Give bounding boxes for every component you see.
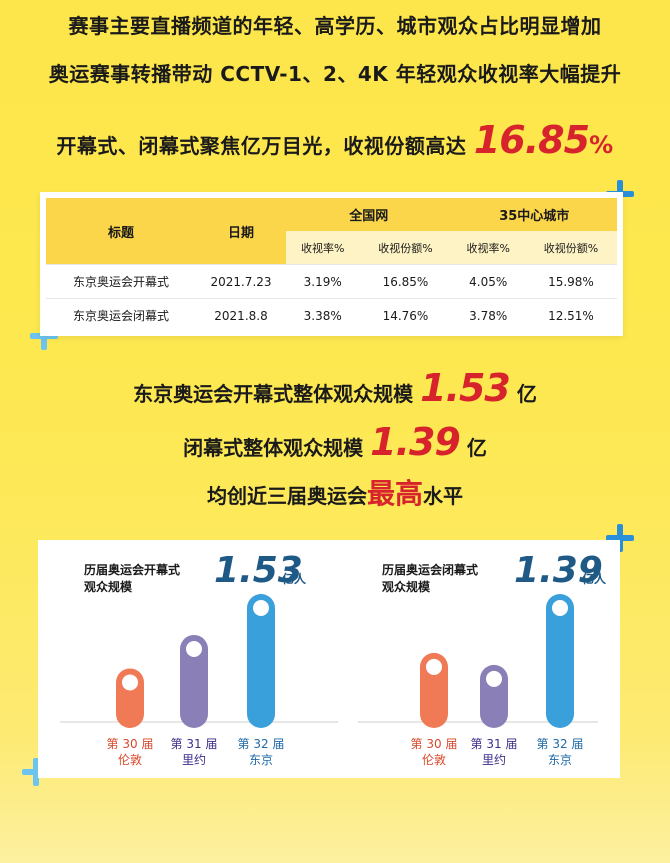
chart-category-edition: 第 31 届 xyxy=(470,737,518,751)
ratings-table: 标题 日期 全国网 35中心城市 收视率% 收视份额% 收视率% 收视份额% 东… xyxy=(46,198,617,332)
col-header-title: 标题 xyxy=(46,198,196,265)
chart-bar xyxy=(247,594,275,728)
sub-header-rating: 收视率% xyxy=(286,231,360,265)
sub-header-share: 收视份额% xyxy=(524,231,617,265)
chart-bar-knob xyxy=(426,658,442,675)
stat-record-post: 水平 xyxy=(423,484,463,508)
cell-date: 2021.7.23 xyxy=(196,264,286,299)
cell-date: 2021.8.8 xyxy=(196,298,286,332)
chart-category-label: 第 31 届里约 xyxy=(159,736,229,768)
cell-title: 东京奥运会开幕式 xyxy=(46,264,196,299)
cell-value: 3.19% xyxy=(286,264,360,299)
stat-closing-unit: 亿 xyxy=(466,436,487,460)
sub-header-rating: 收视率% xyxy=(451,231,525,265)
chart-category-label: 第 32 届东京 xyxy=(525,736,595,768)
stat-record-pre: 均创近三届奥运会 xyxy=(206,484,367,508)
chart-title-opening: 历届奥运会开幕式 观众规模 xyxy=(84,563,181,594)
chart-category-label: 第 30 届伦敦 xyxy=(399,736,469,768)
ratings-table-card: 标题 日期 全国网 35中心城市 收视率% 收视份额% 收视率% 收视份额% 东… xyxy=(40,192,623,336)
chart-bar xyxy=(480,664,508,728)
stat-closing-text: 闭幕式整体观众规模 xyxy=(183,436,364,460)
col-header-date: 日期 xyxy=(196,198,286,265)
chart-bar xyxy=(116,668,144,728)
chart-category-city: 伦敦 xyxy=(421,753,446,767)
chart-unit-closing: 亿人 xyxy=(582,572,607,586)
plus-icon xyxy=(606,524,634,552)
chart-category-edition: 第 31 届 xyxy=(170,737,218,751)
chart-peak-opening: 1.53 xyxy=(214,550,303,591)
headline-share-unit: % xyxy=(589,131,614,159)
chart-category-city: 东京 xyxy=(547,753,572,767)
sub-header-share: 收视份额% xyxy=(359,231,452,265)
audience-bar-charts xyxy=(60,594,598,728)
chart-category-label: 第 31 届里约 xyxy=(459,736,529,768)
chart-category-city: 里约 xyxy=(481,753,506,767)
chart-title-closing: 历届奥运会闭幕式 观众规模 xyxy=(382,563,479,594)
stat-opening-value: 1.53 xyxy=(420,366,511,410)
table-row: 东京奥运会闭幕式 2021.8.8 3.38% 14.76% 3.78% 12.… xyxy=(46,298,617,332)
chart-peak-closing: 1.39 xyxy=(514,550,603,591)
plus-icon xyxy=(22,758,50,786)
headline-young-audience: 赛事主要直播频道的年轻、高学历、城市观众占比明显增加 xyxy=(68,14,602,38)
cell-title: 东京奥运会闭幕式 xyxy=(46,298,196,332)
stat-opening-scale: 东京奥运会开幕式整体观众规模 1.53 亿 xyxy=(0,366,670,410)
chart-category-edition: 第 30 届 xyxy=(410,737,458,751)
chart-bar-knob xyxy=(122,674,138,691)
stat-record: 均创近三届奥运会最高水平 xyxy=(0,472,670,512)
stat-closing-scale: 闭幕式整体观众规模 1.39 亿 xyxy=(0,420,670,464)
table-row: 东京奥运会开幕式 2021.7.23 3.19% 16.85% 4.05% 15… xyxy=(46,264,617,299)
col-group-national: 全国网 xyxy=(286,198,452,231)
chart-category-city: 里约 xyxy=(181,753,206,767)
chart-category-city: 伦敦 xyxy=(117,753,142,767)
headline-cctv-ratings: 奥运赛事转播带动 CCTV-1、2、4K 年轻观众收视率大幅提升 xyxy=(48,62,622,86)
chart-bar-knob xyxy=(186,640,202,657)
chart-bar xyxy=(546,594,574,728)
chart-bar-knob xyxy=(486,670,502,687)
col-group-cities: 35中心城市 xyxy=(451,198,617,231)
chart-bar xyxy=(180,634,208,728)
headline-share: 开幕式、闭幕式聚焦亿万目光，收视份额高达 16.85% xyxy=(0,118,670,162)
chart-bar-knob xyxy=(552,600,568,616)
chart-category-label: 第 30 届伦敦 xyxy=(95,736,165,768)
cell-value: 3.78% xyxy=(451,298,525,332)
headline-share-value: 16.85 xyxy=(473,118,590,162)
stat-record-emph: 最高 xyxy=(366,477,423,510)
stat-opening-unit: 亿 xyxy=(516,382,537,406)
plus-icon xyxy=(30,322,58,350)
chart-category-edition: 第 30 届 xyxy=(106,737,154,751)
stat-opening-text: 东京奥运会开幕式整体观众规模 xyxy=(133,382,414,406)
cell-value: 16.85% xyxy=(359,264,452,299)
chart-category-edition: 第 32 届 xyxy=(237,737,285,751)
chart-bar-knob xyxy=(253,600,269,616)
chart-unit-opening: 亿人 xyxy=(282,572,307,586)
headline-share-text: 开幕式、闭幕式聚焦亿万目光，收视份额高达 xyxy=(56,134,467,158)
chart-category-city: 东京 xyxy=(248,753,273,767)
cell-value: 14.76% xyxy=(359,298,452,332)
stat-closing-value: 1.39 xyxy=(370,420,461,464)
cell-value: 3.38% xyxy=(286,298,360,332)
cell-value: 12.51% xyxy=(524,298,617,332)
chart-category-label: 第 32 届东京 xyxy=(226,736,296,768)
chart-category-edition: 第 32 届 xyxy=(536,737,584,751)
cell-value: 4.05% xyxy=(451,264,525,299)
audience-charts-card: 历届奥运会开幕式 观众规模 1.53 亿人 历届奥运会闭幕式 观众规模 1.39… xyxy=(38,540,620,778)
chart-bar xyxy=(420,652,448,728)
cell-value: 15.98% xyxy=(524,264,617,299)
